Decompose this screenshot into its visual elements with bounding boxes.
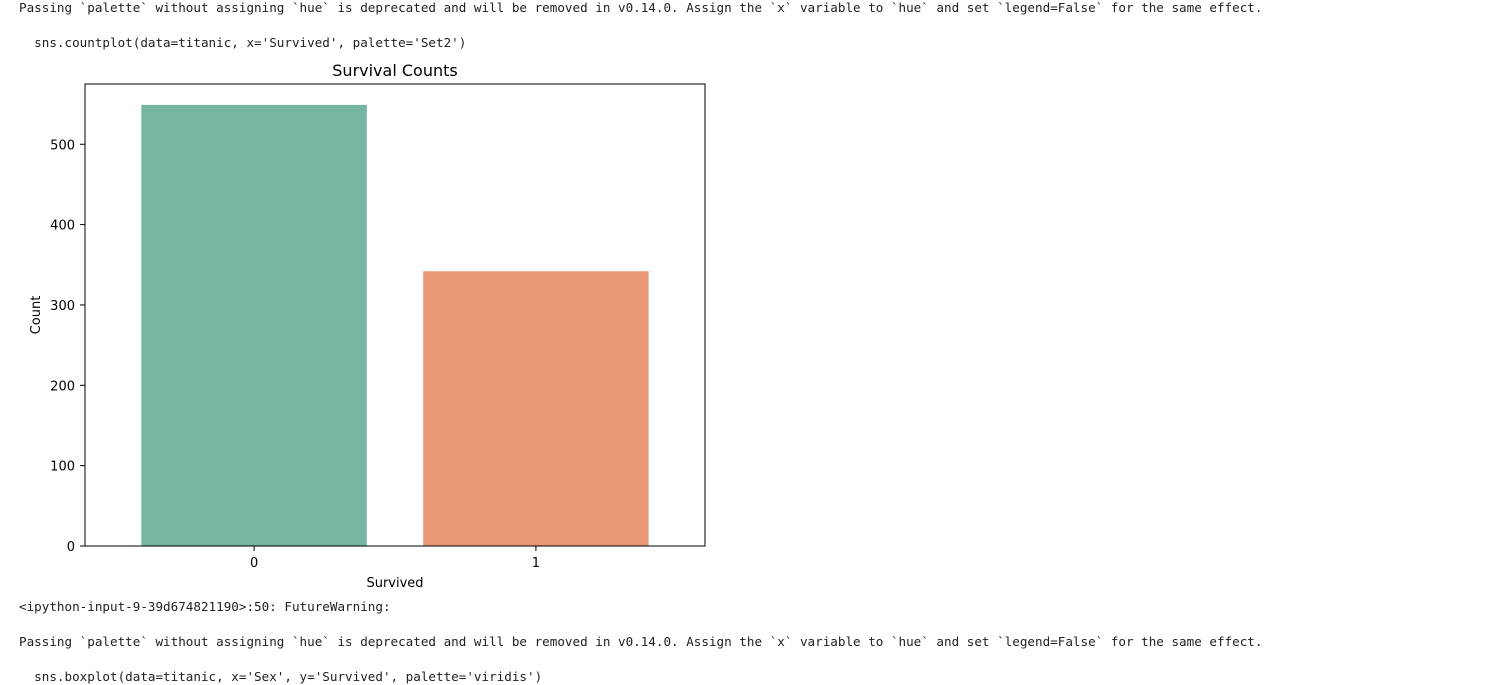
code-line-top: sns.countplot(data=titanic, x='Survived'…	[19, 35, 467, 50]
y-axis: 0 100 200 300 400 500	[50, 138, 85, 555]
code-line-bottom: sns.boxplot(data=titanic, x='Sex', y='Su…	[19, 669, 543, 684]
bar-0	[141, 104, 367, 546]
y-tick-label: 200	[50, 379, 75, 394]
x-tick-label: 1	[532, 556, 540, 571]
y-tick-label: 300	[50, 299, 75, 314]
warning-text-bottom: Passing `palette` without assigning `hue…	[19, 634, 1263, 649]
chart-title: Survival Counts	[332, 61, 457, 80]
x-axis-label: Survived	[366, 576, 423, 591]
bars-layer	[141, 104, 649, 546]
input-reference-line: <ipython-input-9-39d674821190>:50: Futur…	[19, 599, 391, 614]
y-axis-label: Count	[29, 296, 44, 335]
x-tick-label: 0	[250, 556, 258, 571]
y-tick-label: 0	[67, 540, 75, 555]
y-tick-label: 100	[50, 460, 75, 475]
bar-1	[423, 271, 649, 546]
plot-frame	[84, 83, 706, 547]
y-tick-label: 500	[50, 138, 75, 153]
warning-text-top: Passing `palette` without assigning `hue…	[19, 0, 1263, 15]
y-tick-label: 400	[50, 219, 75, 234]
